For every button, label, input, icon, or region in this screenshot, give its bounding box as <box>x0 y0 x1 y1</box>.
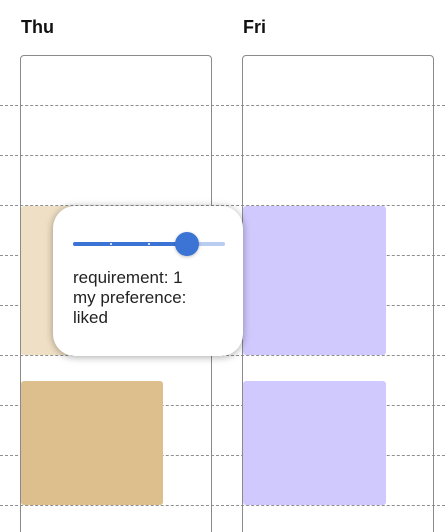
slider-track <box>73 242 187 246</box>
event-block-fri-2[interactable] <box>243 381 386 505</box>
preference-value: liked <box>73 308 233 328</box>
day-heading-fri: Fri <box>243 17 266 38</box>
event-block-thu-2[interactable] <box>21 381 163 505</box>
preference-slider[interactable] <box>73 230 225 258</box>
slider-step-mark <box>148 243 150 245</box>
preference-popover: requirement: 1 my preference: liked <box>53 206 243 356</box>
slider-thumb[interactable] <box>175 232 199 256</box>
requirement-label: requirement: 1 <box>73 268 233 288</box>
day-heading-thu: Thu <box>21 17 54 38</box>
popover-text: requirement: 1 my preference: liked <box>73 268 233 328</box>
event-block-fri-1[interactable] <box>243 206 386 355</box>
preference-label: my preference: <box>73 288 233 308</box>
slider-step-mark <box>110 243 112 245</box>
